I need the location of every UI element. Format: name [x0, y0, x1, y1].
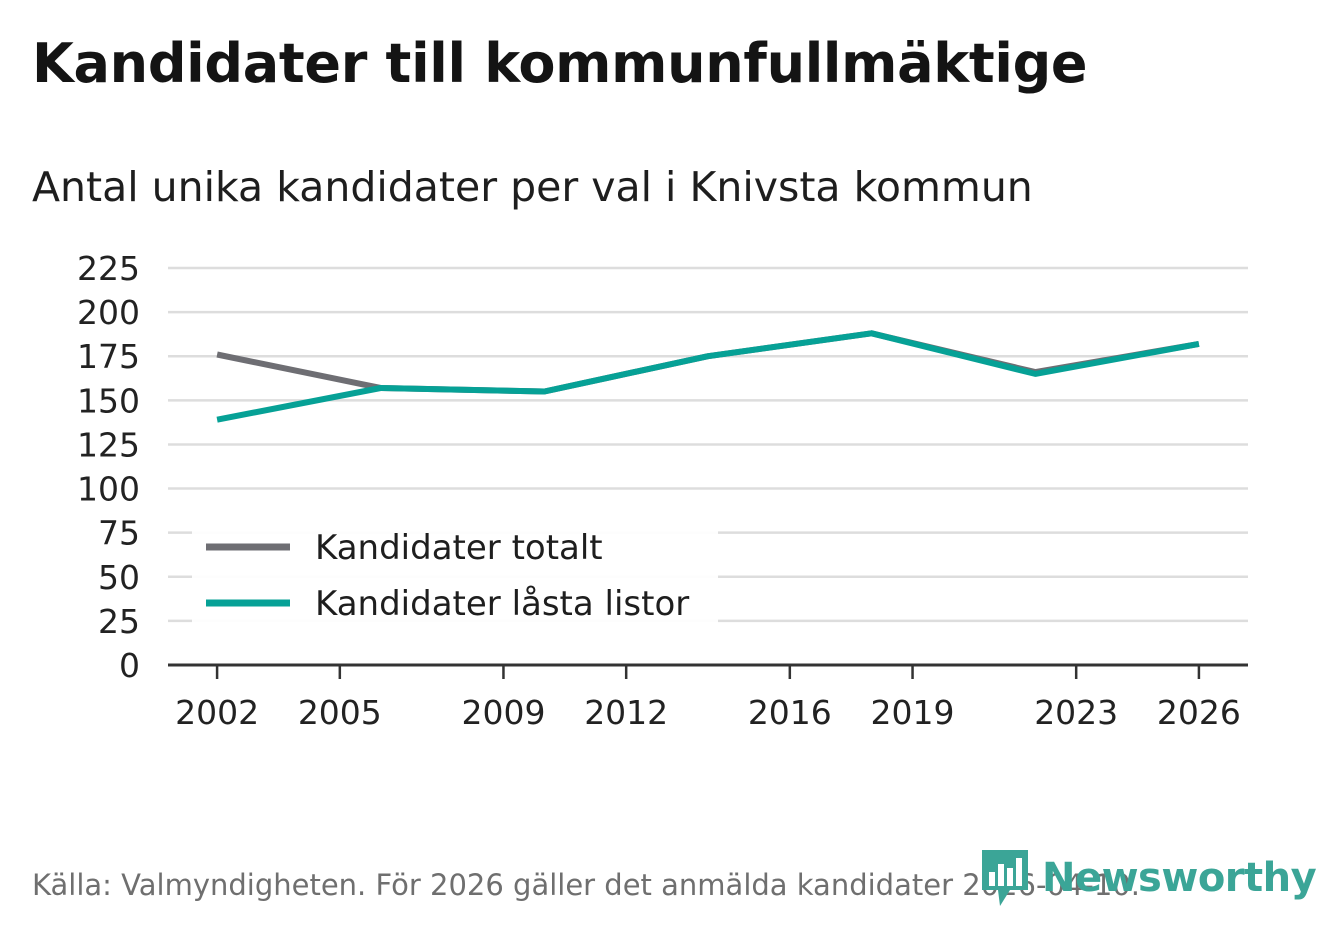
- legend-label: Kandidater totalt: [315, 528, 603, 568]
- y-tick-label: 25: [98, 602, 140, 641]
- y-tick-label: 200: [77, 293, 140, 332]
- x-tick-label: 2012: [584, 693, 668, 732]
- series-lines: [216, 330, 1200, 423]
- y-tick-label: 75: [98, 514, 140, 553]
- y-tick-label: 125: [77, 425, 140, 464]
- legend-label: Kandidater låsta listor: [315, 584, 689, 624]
- y-tick-label: 225: [77, 249, 140, 288]
- source-note: Källa: Valmyndigheten. För 2026 gäller d…: [32, 868, 1140, 902]
- y-tick-label: 100: [77, 470, 140, 509]
- x-tick-label: 2002: [175, 693, 259, 732]
- x-tick-label: 2019: [871, 693, 955, 732]
- y-axis-ticks: 0 25 50 75 100 125 150 175 200 225: [77, 249, 140, 685]
- y-tick-label: 50: [98, 558, 140, 597]
- series-line-locked-lists: [216, 330, 1200, 423]
- logo-text: Newsworthy: [1042, 855, 1317, 901]
- y-tick-label: 0: [119, 646, 140, 685]
- x-tick-label: 2005: [298, 693, 382, 732]
- x-tick-label: 2016: [748, 693, 832, 732]
- y-tick-label: 150: [77, 381, 140, 420]
- x-tick-label: 2023: [1034, 693, 1118, 732]
- series-line-total: [216, 330, 1200, 395]
- bar-chart-icon: [982, 850, 1028, 906]
- x-axis: 2002 2005 2009 2012 2016 2019 2023 2026: [168, 663, 1248, 732]
- legend: Kandidater totalt Kandidater låsta listor: [192, 523, 718, 624]
- chart-subtitle: Antal unika kandidater per val i Knivsta…: [32, 163, 1033, 211]
- y-tick-label: 175: [77, 337, 140, 376]
- x-tick-label: 2026: [1157, 693, 1241, 732]
- x-tick-label: 2009: [461, 693, 545, 732]
- newsworthy-logo: Newsworthy: [980, 848, 1317, 908]
- chart-title: Kandidater till kommunfullmäktige: [32, 32, 1088, 95]
